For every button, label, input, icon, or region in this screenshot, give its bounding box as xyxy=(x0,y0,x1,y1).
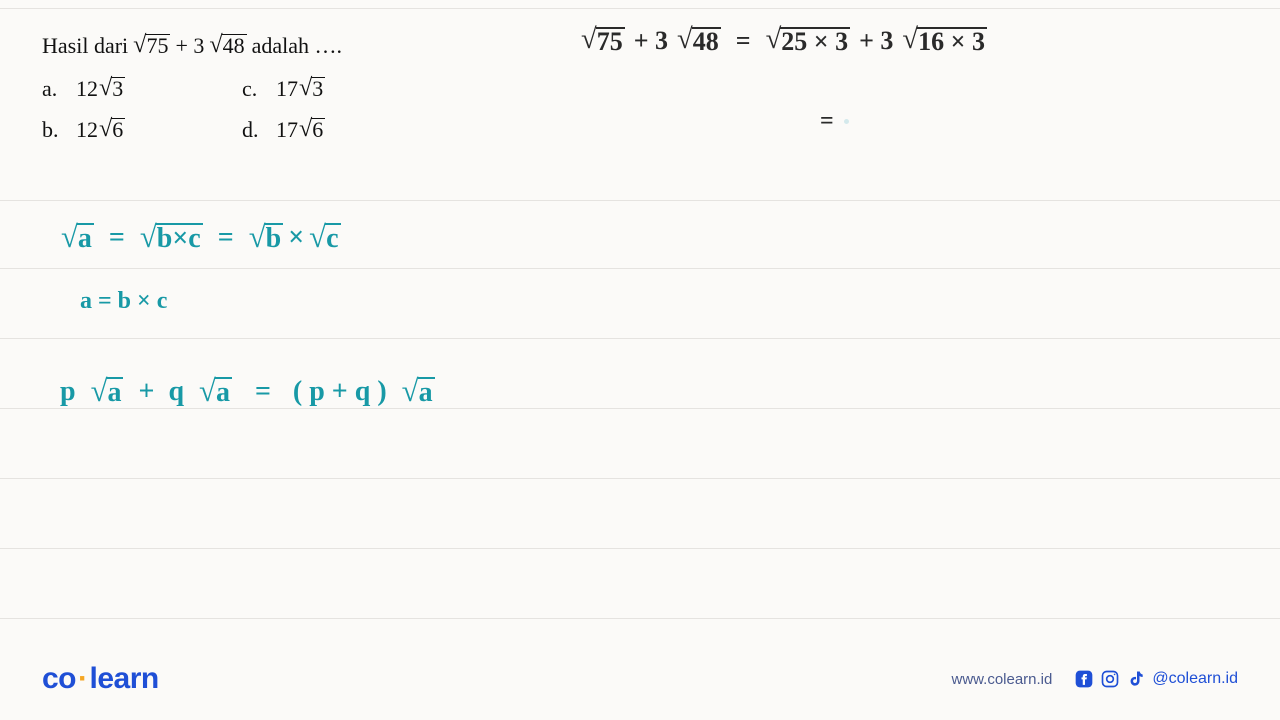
options-grid: a. 12√3 c. 17√3 b. 12√6 d. 17√6 xyxy=(42,71,442,147)
handwriting-worked-step-2: = xyxy=(820,108,849,135)
question-block: Hasil dari √75 + 3 √48 adalah …. a. 12√3… xyxy=(42,28,442,148)
option-letter: d. xyxy=(242,112,262,147)
brand-logo: co·learn xyxy=(42,662,159,696)
footer-right: www.colearn.id @colearn.id xyxy=(951,669,1238,689)
option-value: 17√3 xyxy=(276,71,326,106)
handwriting-rule-a-eq-bc: a = b × c xyxy=(80,288,167,315)
hw-equals: = xyxy=(820,108,834,135)
option-c: c. 17√3 xyxy=(242,71,442,106)
option-letter: b. xyxy=(42,112,62,147)
rule-line xyxy=(0,478,1280,479)
option-value: 12√6 xyxy=(76,112,126,147)
hw-sqrt: √a xyxy=(199,377,232,408)
hw-equals: = xyxy=(218,222,234,254)
social-icons: @colearn.id xyxy=(1074,669,1238,689)
hw-sqrt: √48 xyxy=(677,27,721,56)
hw-text: + 3 xyxy=(634,26,668,56)
hw-text: p xyxy=(60,376,76,408)
hw-equals: = xyxy=(255,376,271,408)
rule-line xyxy=(0,200,1280,201)
hw-sqrt: √25 × 3 xyxy=(766,27,851,56)
rule-line xyxy=(0,268,1280,269)
logo-dot: · xyxy=(76,662,90,695)
cursor-dot xyxy=(844,119,849,124)
footer-url: www.colearn.id xyxy=(951,671,1052,688)
rule-line xyxy=(0,8,1280,9)
hw-sqrt: √a xyxy=(402,377,435,408)
rule-line xyxy=(0,338,1280,339)
hw-sqrt: √16 × 3 xyxy=(902,27,987,56)
option-letter: c. xyxy=(242,71,262,106)
sqrt-48: √48 xyxy=(209,34,246,58)
social-handle: @colearn.id xyxy=(1152,670,1238,688)
hw-text: ( p + q ) xyxy=(293,376,387,408)
hw-sqrt: √c xyxy=(309,223,340,254)
logo-part-1: co xyxy=(42,662,76,695)
option-a: a. 12√3 xyxy=(42,71,242,106)
instagram-icon xyxy=(1100,669,1120,689)
handwriting-rule-like-surds: p √a + q √a = ( p + q ) √a xyxy=(60,376,436,408)
hw-plus: + xyxy=(138,376,154,408)
hw-sqrt: √b xyxy=(249,223,283,254)
facebook-icon xyxy=(1074,669,1094,689)
logo-part-2: learn xyxy=(90,662,159,695)
prompt-suffix: adalah …. xyxy=(252,28,342,63)
option-value: 12√3 xyxy=(76,71,126,106)
tiktok-icon xyxy=(1126,669,1146,689)
option-b: b. 12√6 xyxy=(42,112,242,147)
handwriting-rule-sqrt-product: √a = √b×c = √b × √c xyxy=(60,222,342,254)
footer: co·learn www.colearn.id @colearn.id xyxy=(0,648,1280,720)
rule-line xyxy=(0,408,1280,409)
hw-equals: = xyxy=(736,26,751,56)
question-prompt: Hasil dari √75 + 3 √48 adalah …. xyxy=(42,28,442,63)
hw-sqrt: √b×c xyxy=(140,223,203,254)
hw-text: + 3 xyxy=(859,26,893,56)
hw-term: √b × √c xyxy=(248,222,342,254)
hw-times: × xyxy=(288,222,304,254)
hw-equals: = xyxy=(109,222,125,254)
handwriting-worked-step-1: √75 + 3 √48 = √25 × 3 + 3 √16 × 3 xyxy=(580,26,988,56)
option-letter: a. xyxy=(42,71,62,106)
rule-line xyxy=(0,618,1280,619)
option-value: 17√6 xyxy=(276,112,326,147)
option-d: d. 17√6 xyxy=(242,112,442,147)
sqrt-75: √75 xyxy=(133,34,170,58)
hw-sqrt: √a xyxy=(91,377,124,408)
hw-text: q xyxy=(168,376,184,408)
prompt-mid: + 3 xyxy=(175,28,204,63)
prompt-prefix: Hasil dari xyxy=(42,28,128,63)
hw-sqrt: √a xyxy=(61,223,94,254)
rule-line xyxy=(0,548,1280,549)
hw-sqrt: √75 xyxy=(581,27,625,56)
